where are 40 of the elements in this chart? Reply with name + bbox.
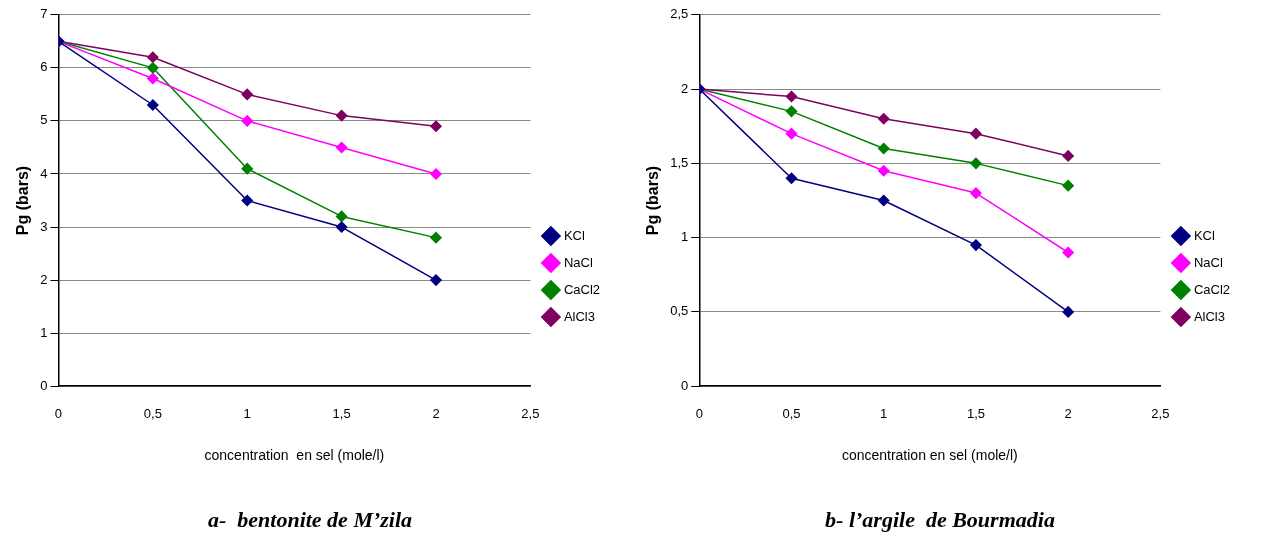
x-tick-label: 0 bbox=[54, 405, 63, 421]
x-tick-label: 1,5 bbox=[966, 405, 985, 421]
y-tick-label: 0,5 bbox=[670, 303, 689, 319]
y-tick-label: 2 bbox=[681, 80, 689, 96]
legend-label: CaCl2 bbox=[1193, 281, 1230, 297]
x-tick-label: 1 bbox=[243, 405, 251, 421]
y-tick-label: 0 bbox=[681, 377, 689, 393]
y-tick-label: 2,5 bbox=[670, 6, 689, 22]
x-tick-label: 0 bbox=[695, 405, 703, 421]
text: a- bentonite de M’zila bbox=[207, 507, 413, 533]
legend-label: NaCl bbox=[563, 254, 593, 270]
legend-label: CaCl2 bbox=[563, 281, 600, 297]
y-tick-label: 1 bbox=[681, 229, 689, 245]
x-tick-label: 2 bbox=[1064, 405, 1072, 421]
x-tick-label: 0,5 bbox=[782, 405, 801, 421]
legend-label: NaCl bbox=[1193, 254, 1223, 270]
y-tick-label: 7 bbox=[40, 6, 48, 22]
y-tick-label: 5 bbox=[40, 112, 48, 128]
legend-label: KCl bbox=[1193, 227, 1215, 243]
x-axis-title: concentration en sel (mole/l) bbox=[841, 447, 1018, 464]
x-tick-label: 2,5 bbox=[521, 405, 540, 421]
y-tick-label: 0 bbox=[40, 377, 48, 393]
y-axis-title: Pg (bars) bbox=[644, 165, 662, 236]
x-tick-label: 2 bbox=[432, 405, 440, 421]
x-tick-label: 2,5 bbox=[1151, 405, 1170, 421]
legend-label: AlCl3 bbox=[563, 308, 595, 324]
x-tick-label: 1 bbox=[880, 405, 888, 421]
y-tick-label: 1 bbox=[40, 324, 48, 340]
x-tick-label: 0,5 bbox=[143, 405, 162, 421]
x-tick-label: 1,5 bbox=[332, 405, 351, 421]
legend-label: AlCl3 bbox=[1193, 308, 1225, 324]
legend-label: KCl bbox=[563, 227, 585, 243]
y-axis-title: Pg (bars) bbox=[14, 165, 32, 236]
x-axis-title: concentration en sel (mole/l) bbox=[204, 447, 385, 464]
y-tick-label: 6 bbox=[40, 59, 48, 75]
y-tick-label: 3 bbox=[40, 218, 48, 234]
y-tick-label: 4 bbox=[40, 165, 48, 181]
text: b- l’argile de Bourmadia bbox=[825, 507, 1055, 533]
y-tick-label: 1,5 bbox=[670, 154, 689, 170]
y-tick-label: 2 bbox=[40, 271, 48, 287]
